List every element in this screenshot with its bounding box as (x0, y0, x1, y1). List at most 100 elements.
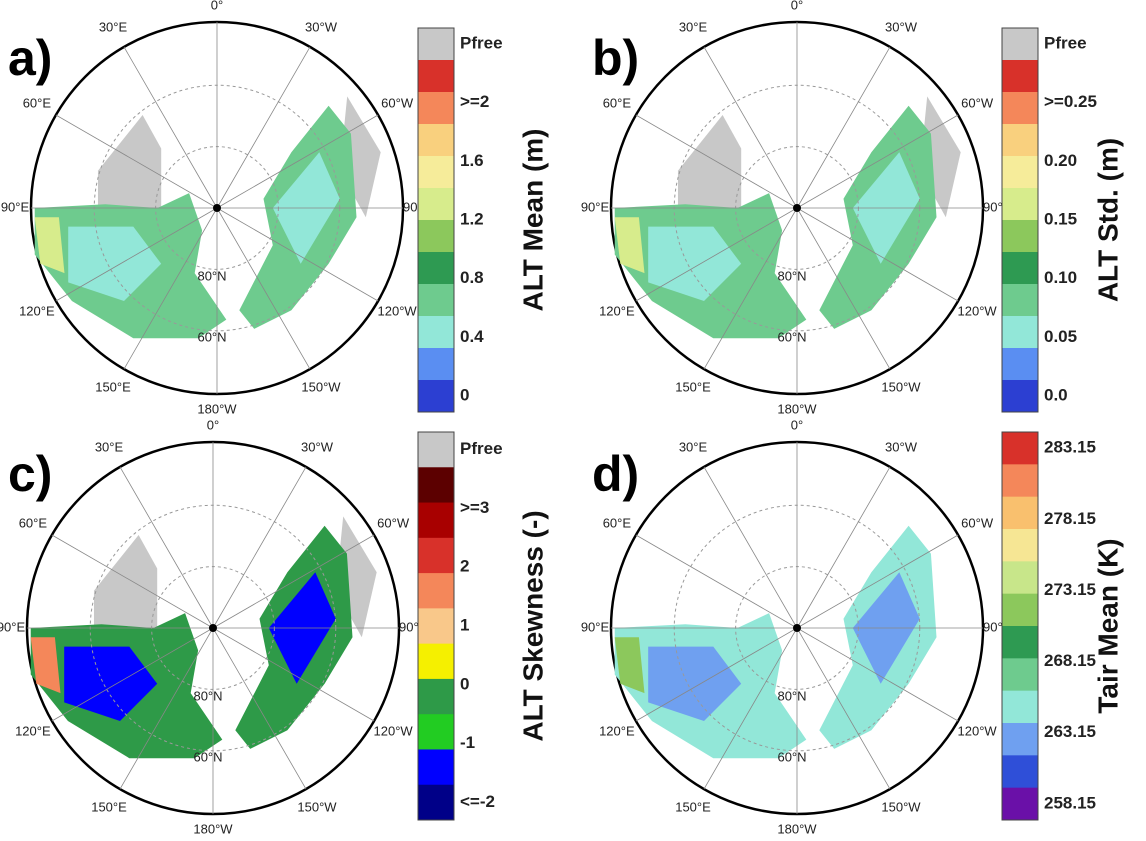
meridian (212, 466, 307, 629)
longitude-label: 120°W (958, 723, 998, 738)
longitude-label: 30°W (885, 439, 918, 454)
meridian (51, 627, 214, 722)
colorbar-label: -1 (460, 733, 475, 752)
colorbar-label: 283.15 (1044, 438, 1096, 457)
meridian (216, 46, 311, 209)
longitude-label: 150°W (881, 800, 921, 815)
meridian (119, 466, 214, 629)
colorbar-bin (1002, 658, 1038, 692)
colorbar-bin (418, 92, 454, 125)
colorbar-bin (418, 284, 454, 317)
latitude-label: 80°N (197, 268, 226, 283)
longitude-label: 30°W (305, 19, 338, 34)
longitude-label: 120°E (599, 723, 635, 738)
colorbar-bin (1002, 156, 1038, 189)
colorbar-bin (1002, 220, 1038, 253)
colorbar-label: 263.15 (1044, 722, 1096, 741)
panel-label: b) (592, 30, 639, 86)
meridian (216, 207, 311, 370)
longitude-label: 180°W (777, 821, 817, 836)
meridian (796, 207, 959, 302)
meridian (796, 534, 959, 629)
colorbar-bin (1002, 755, 1038, 789)
meridian (796, 46, 891, 209)
latitude-label: 60°N (193, 750, 222, 765)
colorbar-frame (417, 431, 455, 821)
colorbar-label: >=2 (460, 92, 489, 111)
longitude-label: 120°W (378, 303, 418, 318)
longitude-label: 150°E (675, 380, 711, 395)
longitude-label: 30°E (99, 19, 128, 34)
pfree-region (97, 115, 162, 208)
longitude-label: 120°W (374, 723, 414, 738)
longitude-label: 150°E (675, 800, 711, 815)
colorbar-title: ALT Skewness (-) (517, 510, 548, 741)
land-patch (64, 646, 158, 721)
longitude-label: 30°W (301, 439, 334, 454)
colorbar-bin (1002, 690, 1038, 724)
colorbar-label: 0 (460, 674, 469, 693)
colorbar-bin (1002, 28, 1038, 61)
meridian (55, 207, 218, 302)
colorbar-bin (1002, 380, 1038, 413)
colorbar-bin (1002, 787, 1038, 821)
longitude-label: 60°E (603, 95, 632, 110)
colorbar-label: 0.4 (460, 327, 484, 346)
colorbar-label: 2 (460, 557, 469, 576)
meridian (212, 534, 375, 629)
colorbar-bin (1002, 348, 1038, 381)
latitude-label: 80°N (777, 268, 806, 283)
colorbar-bin (418, 220, 454, 253)
colorbar-bin (418, 432, 454, 468)
colorbar-label: 258.15 (1044, 793, 1096, 812)
longitude-label: 150°W (881, 380, 921, 395)
latitude-label: 80°N (777, 688, 806, 703)
meridian (796, 627, 959, 722)
panel: 0°30°W60°W90°W120°W150°W180°W150°E120°E9… (0, 417, 548, 836)
colorbar-label: 1.2 (460, 209, 484, 228)
latitude-label: 60°N (777, 750, 806, 765)
colorbar-bin (418, 608, 454, 645)
meridian (216, 114, 379, 209)
colorbar-bin (418, 537, 454, 574)
meridian (796, 114, 959, 209)
longitude-label: 120°E (15, 723, 51, 738)
colorbar-bin (418, 678, 454, 715)
colorbar-bin (1002, 92, 1038, 125)
colorbar-bin (1002, 529, 1038, 562)
colorbar-label: 0.15 (1044, 209, 1077, 228)
colorbar-label: Pfree (460, 33, 503, 52)
longitude-label: 150°W (297, 800, 337, 815)
longitude-label: 0° (211, 0, 223, 12)
meridian (796, 207, 891, 370)
meridian (212, 627, 307, 790)
colorbar-label: 0.10 (1044, 268, 1077, 287)
longitude-label: 30°E (679, 439, 708, 454)
longitude-label: 60°E (603, 515, 632, 530)
colorbar-bin (1002, 60, 1038, 93)
meridian (635, 534, 798, 629)
colorbar-bin (418, 573, 454, 609)
land-patch (648, 646, 742, 721)
colorbar-bin (418, 124, 454, 157)
pfree-region (677, 115, 742, 208)
longitude-label: 90°E (0, 619, 25, 634)
longitude-label: 30°E (95, 439, 124, 454)
colorbar-bin (1002, 593, 1038, 627)
pole (209, 624, 217, 632)
colorbar-bin (418, 316, 454, 349)
meridian (703, 46, 798, 209)
colorbar-label: 0.0 (1044, 385, 1068, 404)
colorbar-bin (1002, 432, 1038, 465)
colorbar-bin (1002, 464, 1038, 498)
greenland (240, 516, 303, 591)
colorbar-title: Tair Mean (K) (1092, 538, 1123, 713)
meridian (216, 207, 379, 302)
colorbar-label: >=0.25 (1044, 92, 1097, 111)
pole (213, 204, 221, 212)
colorbar-label: 1.6 (460, 151, 484, 170)
land-patch (614, 637, 645, 694)
panel: 0°30°W60°W90°W120°W150°W180°W150°E120°E9… (1, 0, 549, 416)
longitude-label: 0° (791, 0, 803, 12)
meridian (796, 466, 891, 629)
